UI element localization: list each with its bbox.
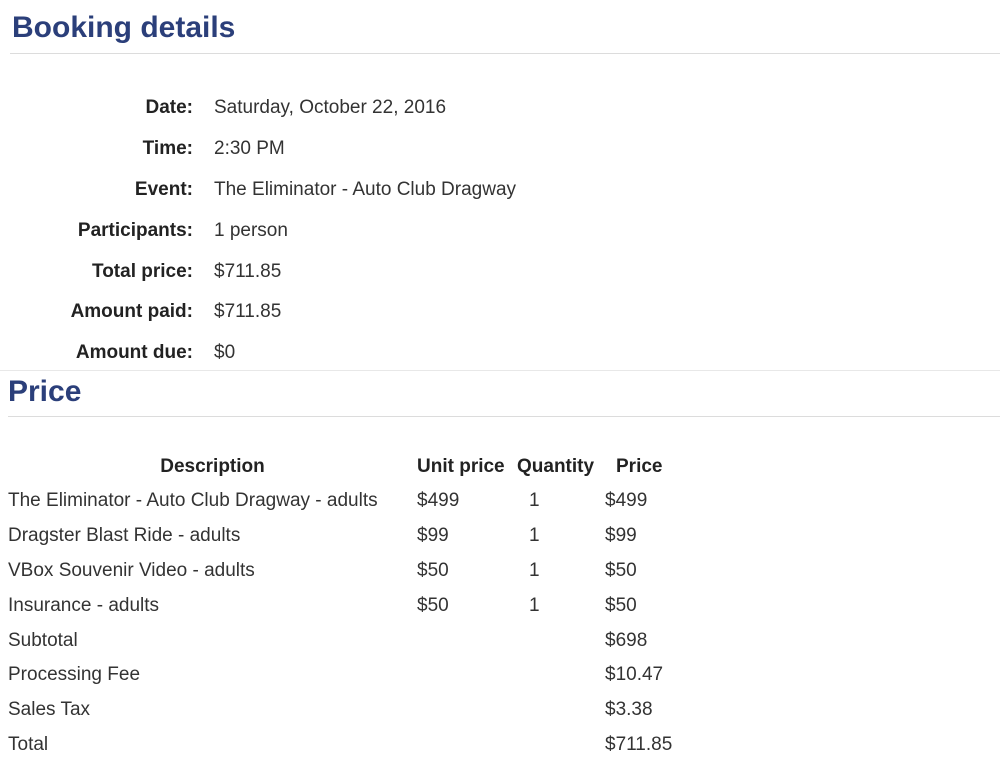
- detail-row-amount-paid: Amount paid: $711.85: [0, 292, 516, 333]
- detail-row-participants: Participants: 1 person: [0, 210, 516, 251]
- unit-price-cell: $499: [417, 490, 460, 512]
- table-row: VBox Souvenir Video - adults $50 1 $50: [8, 554, 736, 589]
- value: $0: [214, 342, 236, 364]
- table-row: The Eliminator - Auto Club Dragway - adu…: [8, 484, 736, 519]
- label: Amount due:: [75, 342, 193, 364]
- price-table: Description Unit price Quantity Price Th…: [8, 449, 736, 762]
- description-cell: Insurance - adults: [8, 594, 160, 616]
- price-cell: $698: [605, 629, 648, 651]
- unit-price-cell: [417, 658, 517, 693]
- price-cell: $711.85: [605, 733, 673, 755]
- unit-price-cell: [417, 693, 517, 728]
- price-cell: $50: [605, 594, 637, 616]
- quantity-cell: 1: [529, 559, 540, 581]
- price-cell: $499: [605, 490, 648, 512]
- unit-price-cell: [417, 623, 517, 658]
- detail-row-total-price: Total price: $711.85: [0, 251, 516, 292]
- description-cell: The Eliminator - Auto Club Dragway - adu…: [8, 490, 378, 512]
- table-row: Subtotal $698: [8, 623, 736, 658]
- header-description: Description: [160, 455, 265, 477]
- table-header-row: Description Unit price Quantity Price: [8, 449, 736, 484]
- price-cell: $3.38: [605, 699, 653, 721]
- label: Time:: [142, 138, 193, 160]
- value: $711.85: [214, 301, 282, 323]
- description-cell: Dragster Blast Ride - adults: [8, 525, 241, 547]
- unit-price-cell: $99: [417, 525, 449, 547]
- detail-row-time: Time: 2:30 PM: [0, 129, 516, 170]
- table-row: Dragster Blast Ride - adults $99 1 $99: [8, 519, 736, 554]
- quantity-cell: 1: [529, 525, 540, 547]
- table-row: Insurance - adults $50 1 $50: [8, 588, 736, 623]
- value: 2:30 PM: [214, 138, 285, 160]
- label: Date:: [145, 97, 193, 119]
- description-cell: VBox Souvenir Video - adults: [8, 559, 255, 581]
- quantity-cell: [517, 658, 605, 693]
- header-price: Price: [616, 455, 663, 477]
- booking-details-title: Booking details: [12, 11, 236, 44]
- unit-price-cell: $50: [417, 559, 449, 581]
- detail-row-date: Date: Saturday, October 22, 2016: [0, 88, 516, 129]
- price-cell: $10.47: [605, 664, 664, 686]
- quantity-cell: [517, 693, 605, 728]
- booking-details-list: Date: Saturday, October 22, 2016 Time: 2:3…: [0, 88, 516, 374]
- detail-row-amount-due: Amount due: $0: [0, 333, 516, 374]
- description-cell: Subtotal: [8, 629, 78, 651]
- price-title: Price: [8, 375, 82, 408]
- quantity-cell: [517, 623, 605, 658]
- divider: [10, 53, 1000, 54]
- value: $711.85: [214, 260, 282, 282]
- label: Event:: [134, 178, 193, 200]
- quantity-cell: [517, 728, 605, 763]
- detail-row-event: Event: The Eliminator - Auto Club Dragway: [0, 170, 516, 211]
- description-cell: Total: [8, 733, 49, 755]
- description-cell: Processing Fee: [8, 664, 141, 686]
- divider: [8, 416, 1000, 417]
- label: Total price:: [92, 260, 193, 282]
- table-row: Total $711.85: [8, 728, 736, 763]
- price-cell: $99: [605, 525, 637, 547]
- divider: [0, 370, 1000, 371]
- value: The Eliminator - Auto Club Dragway: [214, 178, 517, 200]
- header-quantity: Quantity: [517, 455, 595, 477]
- value: 1 person: [214, 219, 288, 241]
- table-row: Processing Fee $10.47: [8, 658, 736, 693]
- value: Saturday, October 22, 2016: [214, 97, 447, 119]
- unit-price-cell: [417, 728, 517, 763]
- table-row: Sales Tax $3.38: [8, 693, 736, 728]
- unit-price-cell: $50: [417, 594, 449, 616]
- quantity-cell: 1: [529, 490, 540, 512]
- description-cell: Sales Tax: [8, 699, 91, 721]
- price-cell: $50: [605, 559, 637, 581]
- quantity-cell: 1: [529, 594, 540, 616]
- label: Participants:: [77, 219, 193, 241]
- header-unit-price: Unit price: [417, 455, 505, 477]
- label: Amount paid:: [70, 301, 193, 323]
